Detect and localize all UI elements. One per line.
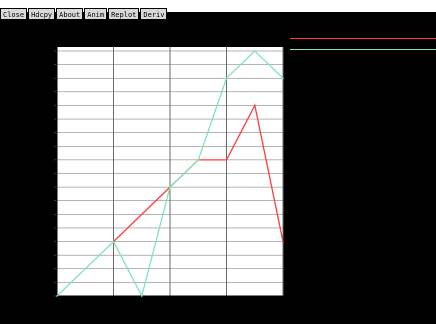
y-tick-label: 6.0000 [28, 129, 52, 137]
y-tick-label: 2.5000 [28, 224, 52, 232]
y-tick-label: 7.0000 [28, 102, 52, 110]
y-tick-label: 8.0000 [28, 75, 52, 83]
anim-button[interactable]: Anim [84, 8, 108, 20]
y-tick-label: 5.5000 [28, 143, 52, 151]
data-point [197, 159, 200, 161]
deriv-button[interactable]: Deriv [140, 8, 168, 20]
data-point [112, 240, 115, 243]
y-axis-caption: Recieved [2, 19, 36, 27]
data-point [225, 159, 228, 161]
y-tick-label: 4.0000 [28, 184, 52, 192]
series-line-multipath [113, 103, 284, 243]
data-point [282, 77, 284, 80]
legend-line-multipath [290, 38, 436, 39]
legend: Base on multipath Proposed based on ackn… [290, 28, 436, 62]
y-tick-label: 0.0000 [28, 293, 52, 301]
x-axis-caption: Sent [415, 295, 432, 303]
data-point [253, 104, 256, 107]
data-point [140, 295, 143, 297]
x-tick-label: 4.0000 [158, 310, 182, 318]
about-button[interactable]: About [56, 8, 84, 20]
x-tick-label: 8.0000 [271, 310, 295, 318]
y-tick-label: 1.0000 [28, 265, 52, 273]
y-tick-label: 4.5000 [28, 170, 52, 178]
x-tick-label: 2.0000 [102, 310, 126, 318]
y-tick-label: 2.0000 [28, 238, 52, 246]
y-tick-label: 1.5000 [28, 252, 52, 260]
series-line-ack [56, 50, 284, 298]
data-point [253, 50, 256, 52]
replot-button[interactable]: Replot [108, 8, 140, 20]
toolbar: Close Hdcpy About Anim Replot Deriv [0, 8, 168, 22]
legend-label-ack: Proposed based on acknowledgement [290, 39, 430, 47]
y-tick-label: 5.0000 [28, 156, 52, 164]
data-point [282, 240, 284, 243]
close-button[interactable]: Close [0, 8, 28, 20]
y-tick-label: 0.5000 [28, 279, 52, 287]
x-tick-label: 6.0000 [215, 310, 239, 318]
legend-line-ack [290, 49, 436, 50]
y-tick-label: 6.5000 [28, 116, 52, 124]
data-point [225, 77, 228, 80]
data-point [56, 295, 58, 297]
y-tick-label: 3.5000 [28, 197, 52, 205]
legend-item-multipath: Base on multipath [290, 28, 436, 39]
chart-title: Throughput [372, 12, 413, 20]
y-tick-label: 3.0000 [28, 211, 52, 219]
data-point [169, 186, 171, 188]
legend-item-ack: Proposed based on acknowledgement [290, 39, 436, 50]
y-tick-label: 9.0000 [28, 48, 52, 56]
y-tick-label: 8.5000 [28, 61, 52, 69]
y-tick-label: 7.5000 [28, 88, 52, 96]
hdcpy-button[interactable]: Hdcpy [28, 8, 56, 20]
legend-label-multipath: Base on multipath [290, 28, 362, 36]
x-tick-label: 0.0000 [45, 310, 69, 318]
